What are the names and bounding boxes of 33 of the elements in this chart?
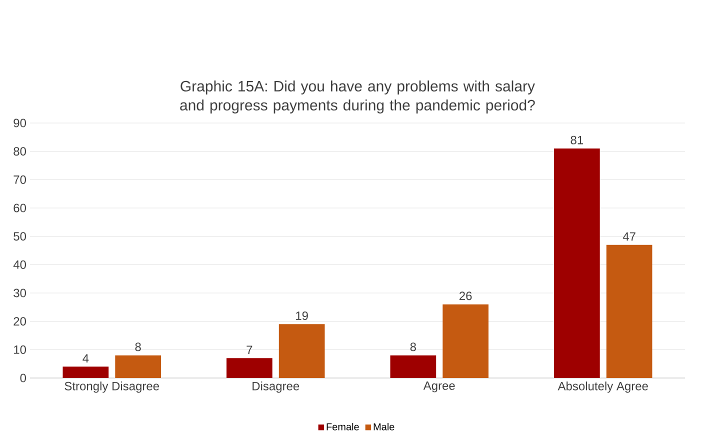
y-tick-label: 20	[14, 317, 26, 326]
y-tick-label: 70	[14, 175, 26, 184]
y-tick-label: 50	[14, 232, 26, 241]
bar	[115, 355, 161, 378]
data-label: 4	[82, 354, 89, 362]
bar	[390, 355, 436, 378]
data-label: 26	[460, 292, 472, 300]
y-tick-label: 10	[14, 345, 26, 354]
bar	[554, 148, 600, 378]
bar	[226, 358, 272, 378]
y-tick-label: 30	[14, 288, 26, 298]
x-tick-label: Absolutely Agree	[558, 382, 648, 393]
y-tick-label: 60	[14, 204, 26, 212]
bar	[278, 324, 325, 378]
data-label: 7	[246, 346, 252, 354]
x-tick-label: Agree	[423, 382, 455, 392]
y-tick-label: 80	[14, 147, 26, 156]
legend-label: Male	[374, 423, 394, 430]
y-tick-label: 40	[13, 260, 26, 269]
data-label: 8	[410, 342, 416, 352]
bar	[442, 304, 488, 378]
legend-label: Female	[326, 423, 359, 430]
x-tick-label: Disagree	[252, 382, 300, 393]
data-label: 8	[135, 342, 141, 352]
data-label: 19	[296, 311, 308, 320]
chart-title: Graphic 15A: Did you have any problems with salary and progress payments during the pandemic period?	[180, 80, 535, 114]
bar	[62, 366, 109, 378]
y-tick-label: 90	[14, 118, 26, 128]
data-label: 47	[622, 232, 636, 241]
x-tick-label: Strongly Disagree	[64, 382, 159, 393]
bar	[606, 244, 652, 378]
y-tick-label: 0	[20, 374, 26, 382]
data-label: 81	[570, 136, 584, 144]
